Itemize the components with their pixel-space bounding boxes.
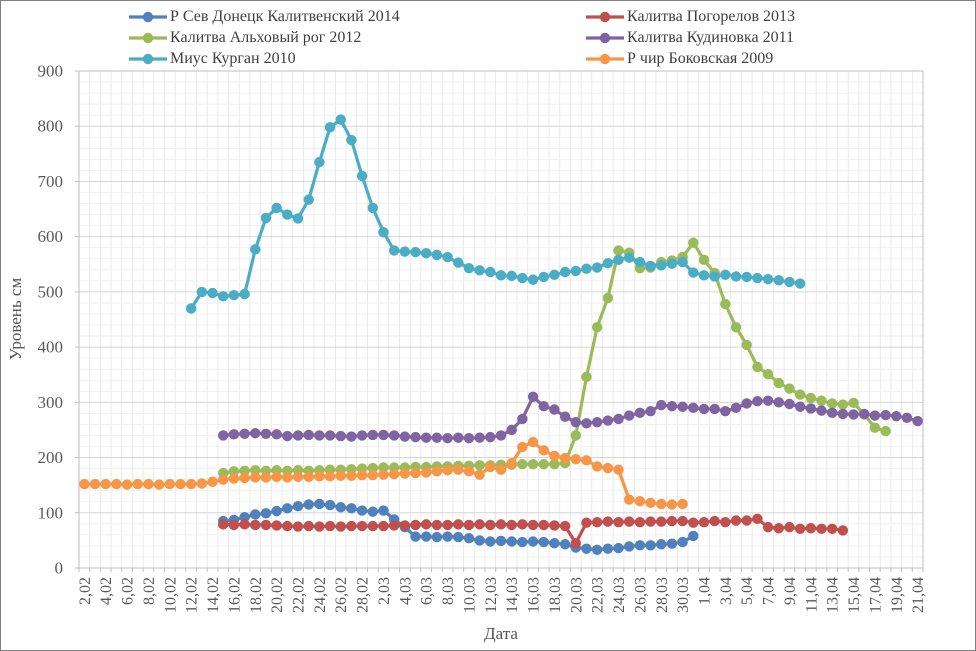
legend-label: Калитва Погорелов 2013: [627, 7, 796, 25]
svg-text:24,03: 24,03: [611, 577, 628, 613]
svg-text:1,04: 1,04: [696, 577, 713, 605]
svg-text:8,02: 8,02: [141, 577, 158, 605]
svg-text:8,03: 8,03: [440, 577, 457, 605]
svg-text:14,02: 14,02: [205, 577, 222, 613]
plot-area-border: [78, 70, 924, 569]
gridlines: [78, 70, 924, 569]
svg-text:16,03: 16,03: [526, 577, 543, 613]
svg-text:700: 700: [38, 172, 64, 191]
series-line-1: [218, 513, 849, 549]
svg-text:20,03: 20,03: [568, 577, 585, 613]
svg-text:15,04: 15,04: [846, 577, 863, 613]
series-marker-icon: [129, 11, 167, 22]
svg-text:12,03: 12,03: [483, 577, 500, 613]
series-line-5: [79, 436, 688, 510]
svg-text:5,04: 5,04: [739, 577, 756, 605]
svg-text:9,04: 9,04: [782, 577, 799, 605]
svg-text:28,03: 28,03: [654, 577, 671, 613]
svg-text:19,04: 19,04: [889, 577, 906, 613]
legend-label: Р чир Боковская 2009: [627, 49, 774, 67]
svg-text:26,03: 26,03: [632, 577, 649, 613]
legend-item-2010: Миус Курган 2010: [128, 50, 585, 68]
legend-label: Миус Курган 2010: [170, 49, 296, 67]
svg-text:100: 100: [38, 503, 64, 522]
legend-label: Калитва Альховый рог 2012: [170, 28, 362, 46]
svg-text:14,03: 14,03: [504, 577, 521, 613]
series-marker-icon: [129, 32, 167, 43]
svg-text:21,04: 21,04: [910, 577, 927, 613]
svg-text:26,02: 26,02: [333, 577, 350, 613]
series-marker-icon: [586, 32, 624, 43]
svg-text:2,02: 2,02: [77, 577, 94, 605]
svg-text:22,03: 22,03: [590, 577, 607, 613]
series-line-3: [218, 391, 923, 444]
svg-text:10,03: 10,03: [461, 577, 478, 613]
svg-text:22,02: 22,02: [291, 577, 308, 613]
svg-text:400: 400: [38, 338, 64, 357]
chart-legend: Р Сев Донецк Калитвенский 2014 Калитва П…: [128, 6, 795, 69]
x-axis-tick-labels: 2,02 4,02 6,02 8,02 10,02 12,02 14,02 16,02 18,0…: [77, 577, 927, 613]
svg-text:20,02: 20,02: [269, 577, 286, 613]
svg-text:13,04: 13,04: [825, 577, 842, 613]
svg-text:2,03: 2,03: [376, 577, 393, 605]
svg-text:30,03: 30,03: [675, 577, 692, 613]
legend-item-2012: Калитва Альховый рог 2012: [128, 29, 585, 47]
svg-text:200: 200: [38, 448, 64, 467]
legend-item-2013: Калитва Погорелов 2013: [585, 8, 795, 26]
series-marker-icon: [586, 53, 624, 64]
svg-text:6,02: 6,02: [120, 577, 137, 605]
svg-text:900: 900: [38, 62, 64, 81]
svg-text:7,04: 7,04: [761, 577, 778, 605]
y-axis-title: Уровень см: [6, 277, 25, 361]
series-line-4: [185, 114, 806, 314]
svg-text:4,02: 4,02: [98, 577, 115, 605]
svg-text:17,04: 17,04: [867, 577, 884, 613]
svg-text:6,03: 6,03: [419, 577, 436, 605]
legend-item-2011: Калитва Кудиновка 2011: [585, 29, 795, 47]
legend-item-2014: Р Сев Донецк Калитвенский 2014: [128, 8, 585, 26]
svg-text:300: 300: [38, 393, 64, 412]
svg-text:12,02: 12,02: [184, 577, 201, 613]
tick-marks: [75, 70, 924, 572]
svg-text:10,02: 10,02: [162, 577, 179, 613]
svg-text:500: 500: [38, 282, 64, 301]
series-marker-icon: [129, 53, 167, 64]
svg-text:11,04: 11,04: [803, 577, 820, 612]
svg-text:0: 0: [55, 559, 64, 578]
svg-text:28,02: 28,02: [355, 577, 372, 613]
svg-text:600: 600: [38, 227, 64, 246]
legend-label: Калитва Кудиновка 2011: [627, 28, 795, 46]
svg-text:18,02: 18,02: [248, 577, 265, 613]
svg-text:800: 800: [38, 117, 64, 136]
svg-text:18,03: 18,03: [547, 577, 564, 613]
x-axis-title: Дата: [484, 624, 518, 643]
svg-text:3,04: 3,04: [718, 577, 735, 605]
series-marker-icon: [586, 11, 624, 22]
y-axis-tick-labels: 0 100 200 300 400 500 600 700 800 900: [38, 62, 64, 578]
svg-text:4,03: 4,03: [397, 577, 414, 605]
svg-text:24,02: 24,02: [312, 577, 329, 613]
legend-label: Р Сев Донецк Калитвенский 2014: [170, 7, 400, 25]
legend-item-2009: Р чир Боковская 2009: [585, 50, 795, 68]
svg-text:16,02: 16,02: [226, 577, 243, 613]
